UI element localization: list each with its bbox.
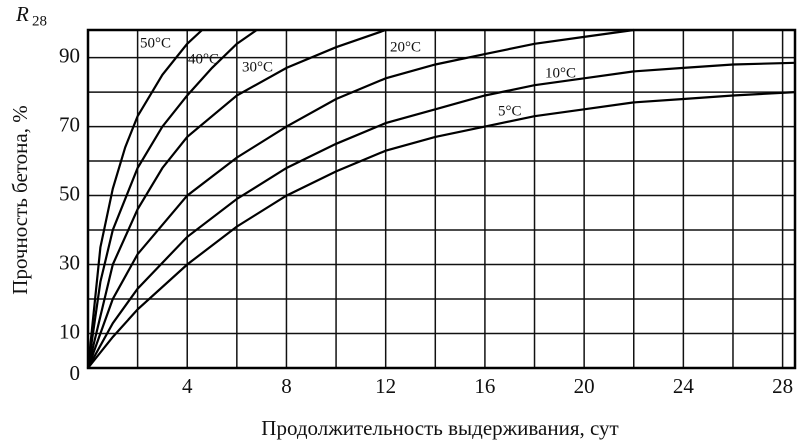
x-axis-title: Продолжительность выдерживания, сут bbox=[261, 416, 618, 440]
y-tick-label: 70 bbox=[59, 112, 80, 136]
line bbox=[86, 29, 258, 369]
x-tick-label: 16 bbox=[474, 374, 495, 398]
x-tick-label: 12 bbox=[375, 374, 396, 398]
y-tick-label: 90 bbox=[59, 43, 80, 67]
x-tick-label: 24 bbox=[673, 374, 695, 398]
x-tick-label: 20 bbox=[574, 374, 595, 398]
series-label: 50°C bbox=[140, 35, 171, 51]
series-label: 5°C bbox=[498, 103, 522, 119]
line bbox=[86, 28, 387, 369]
y-tick-label: 30 bbox=[59, 250, 80, 274]
y-tick-label: 50 bbox=[59, 181, 80, 205]
x-tick-label: 8 bbox=[281, 374, 292, 398]
y-tick-label: 0 bbox=[70, 361, 81, 385]
series-label: 40°C bbox=[188, 51, 219, 67]
plot-frame bbox=[86, 28, 797, 370]
series-label: 30°C bbox=[242, 59, 273, 75]
line bbox=[87, 61, 796, 369]
y-tick-label: 10 bbox=[59, 319, 80, 343]
y-corner-label: R bbox=[15, 2, 29, 26]
x-tick-label: 28 bbox=[772, 374, 793, 398]
x-tick-label: 4 bbox=[182, 374, 193, 398]
line bbox=[86, 29, 203, 369]
series-label: 20°C bbox=[390, 39, 421, 55]
series-label: 10°C bbox=[545, 65, 576, 81]
line bbox=[87, 91, 796, 369]
y-corner-label-sub: 28 bbox=[32, 13, 47, 29]
line bbox=[86, 28, 634, 369]
y-axis-title: Прочность бетона, % bbox=[8, 105, 32, 294]
